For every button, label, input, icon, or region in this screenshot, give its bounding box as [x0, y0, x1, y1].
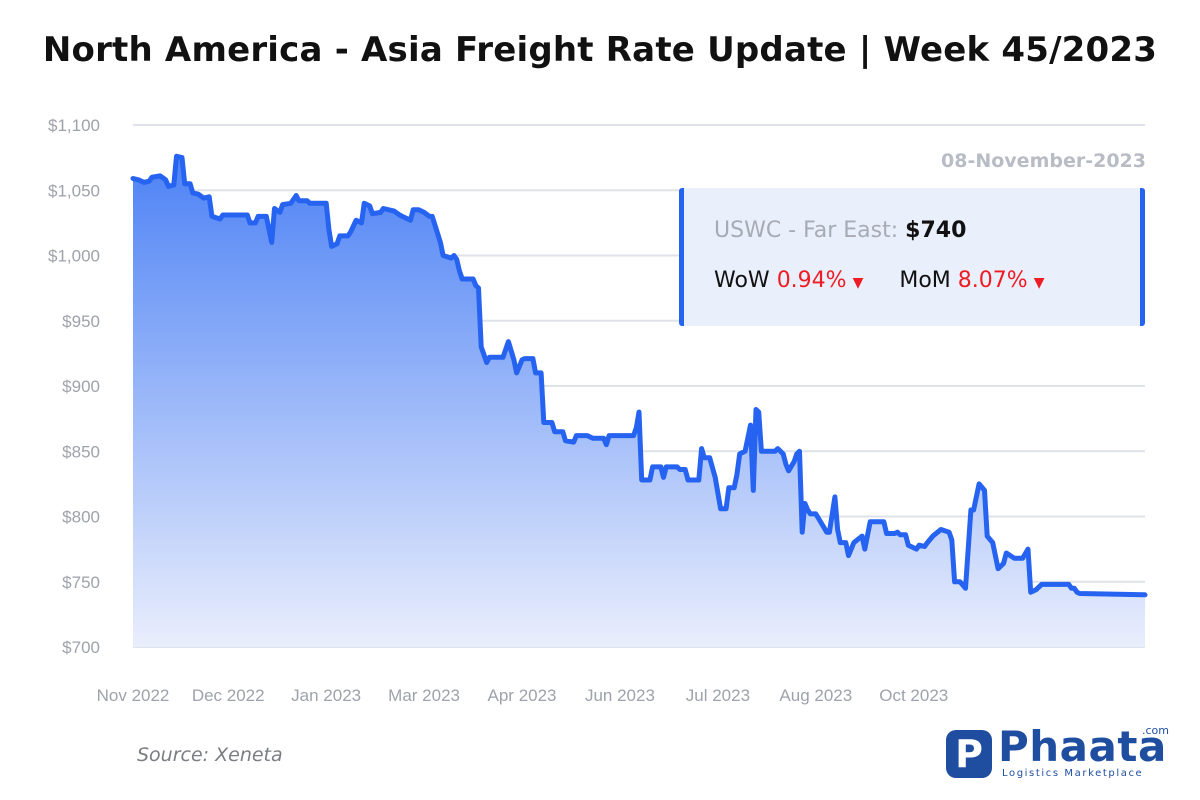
rate-info-box: USWC - Far East: $740 WoW 0.94% ▼ MoM 8.0…: [679, 188, 1145, 326]
x-tick-label: Mar 2023: [388, 686, 460, 705]
mom-label: MoM: [899, 268, 951, 293]
x-axis-ticks: Nov 2022 Dec 2022 Jan 2023 Mar 2023 Apr 2023…: [97, 686, 949, 705]
source-note: Source: Xeneta: [137, 744, 283, 766]
wow-label: WoW: [714, 268, 770, 293]
logo-name: Phaata: [998, 722, 1167, 771]
x-tick-label: Aug 2023: [779, 686, 852, 705]
x-tick-label: Jun 2023: [585, 686, 655, 705]
y-tick-label: $800: [62, 508, 100, 527]
x-tick-label: Jul 2023: [686, 686, 750, 705]
mom-down-arrow-icon: ▼: [1033, 275, 1045, 291]
phaata-logo-icon: P: [946, 730, 992, 778]
logo-tagline: Logistics Marketplace: [1002, 768, 1144, 779]
x-tick-label: Jan 2023: [291, 686, 361, 705]
route-line: USWC - Far East: $740: [714, 218, 966, 243]
mom-value: 8.07%: [957, 268, 1028, 293]
series-area: [133, 156, 1145, 648]
y-tick-label: $700: [62, 638, 100, 657]
y-tick-label: $950: [62, 312, 100, 331]
series-line: [130, 153, 1148, 598]
y-tick-label: $1,050: [48, 181, 100, 200]
x-tick-label: Nov 2022: [97, 686, 170, 705]
wow-value: 0.94%: [776, 268, 847, 293]
route-label: USWC - Far East:: [714, 218, 899, 243]
wow-down-arrow-icon: ▼: [852, 275, 864, 291]
y-tick-label: $850: [62, 442, 100, 461]
x-tick-label: Apr 2023: [488, 686, 557, 705]
y-tick-label: $1,100: [48, 116, 100, 135]
phaata-logo[interactable]: P Phaata .com Logistics Marketplace: [946, 722, 1169, 784]
logo-suffix: .com: [1142, 724, 1169, 737]
y-axis-ticks: $1,100 $1,050 $1,000 $950 $900 $850 $800 $750 $7…: [48, 116, 100, 657]
change-line: WoW 0.94% ▼ MoM 8.07% ▼: [714, 268, 1044, 293]
x-tick-label: Oct 2023: [879, 686, 948, 705]
date-label: 08-November-2023: [941, 150, 1146, 172]
chart-title: North America - Asia Freight Rate Update…: [42, 30, 1158, 70]
route-value: $740: [905, 218, 967, 243]
y-tick-label: $900: [62, 377, 100, 396]
y-tick-label: $750: [62, 573, 100, 592]
x-tick-label: Dec 2022: [192, 686, 265, 705]
y-tick-label: $1,000: [48, 247, 100, 266]
